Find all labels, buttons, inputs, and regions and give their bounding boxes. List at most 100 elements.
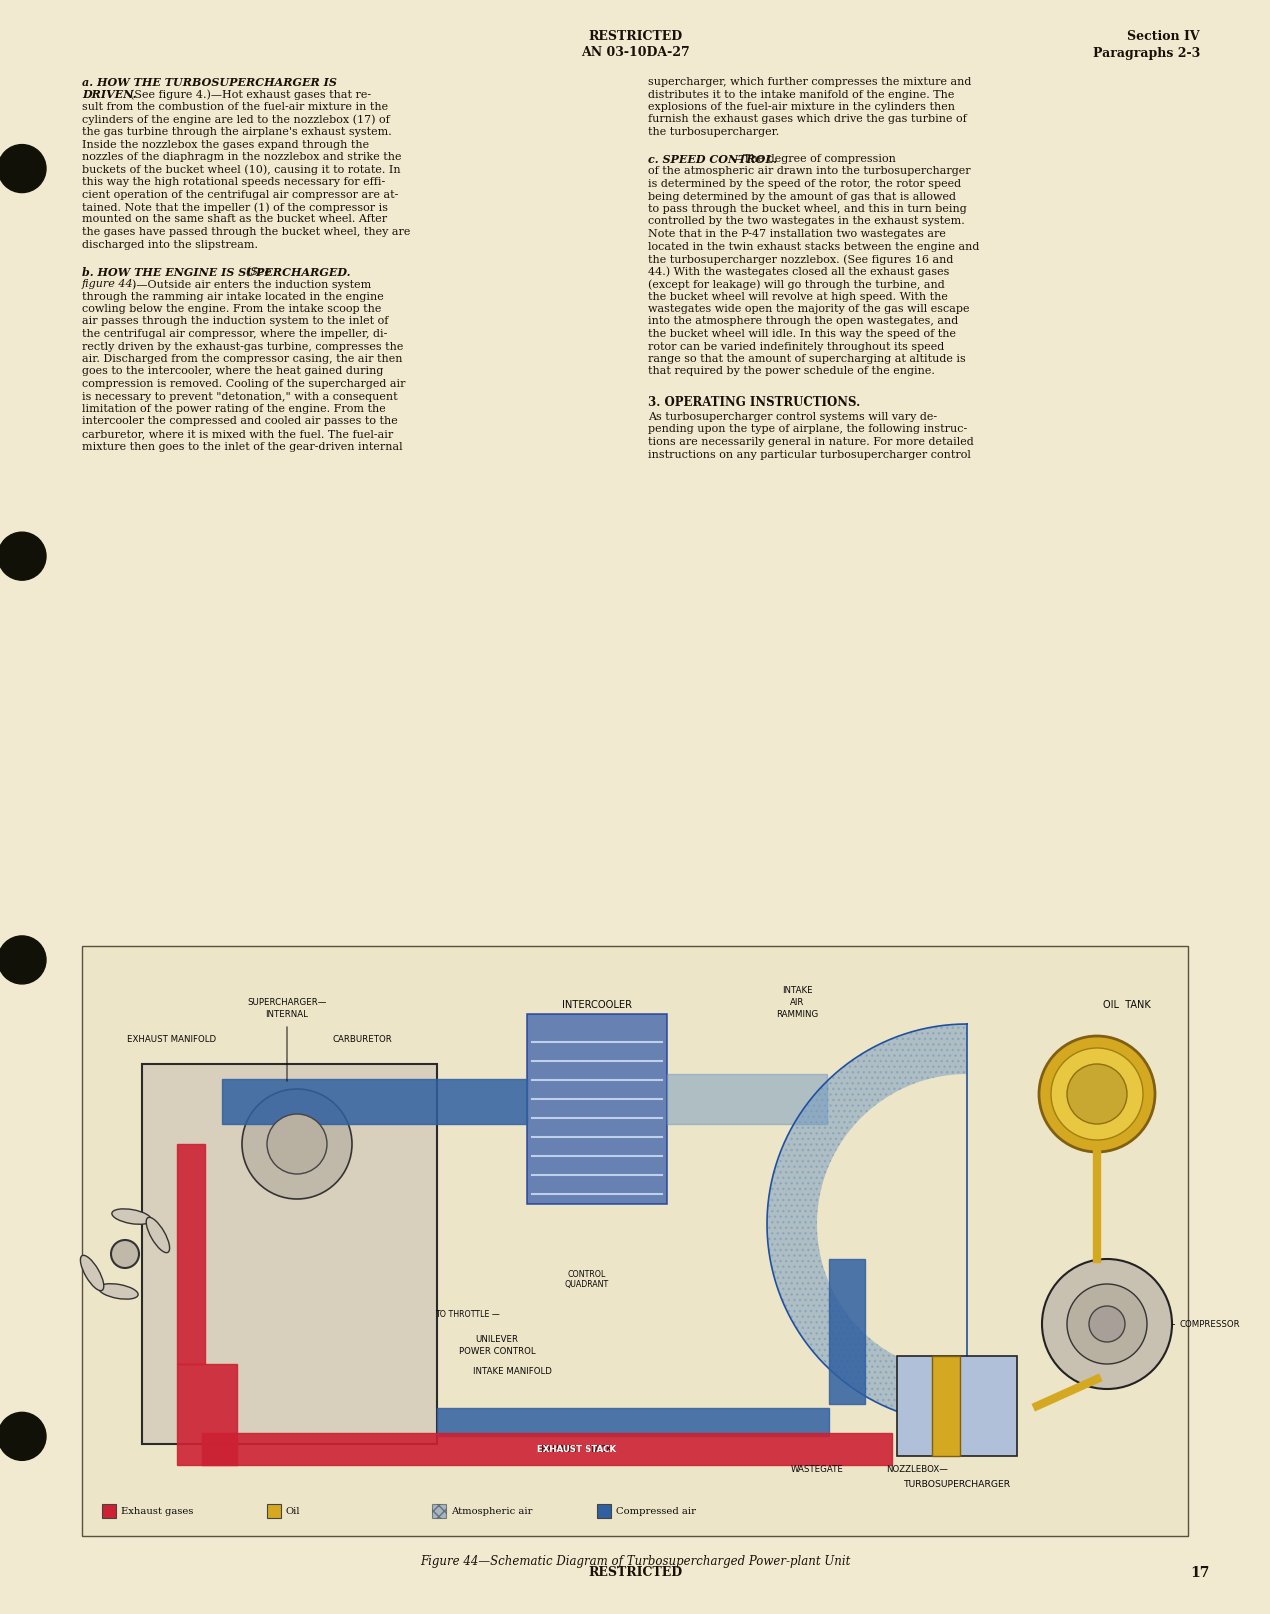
Text: INTAKE MANIFOLD: INTAKE MANIFOLD <box>472 1367 551 1375</box>
Text: EXHAUST MANIFOLD: EXHAUST MANIFOLD <box>127 1035 217 1044</box>
Text: discharged into the slipstream.: discharged into the slipstream. <box>83 239 258 249</box>
Text: RESTRICTED: RESTRICTED <box>588 1566 682 1578</box>
Text: intercooler the compressed and cooled air passes to the: intercooler the compressed and cooled ai… <box>83 416 398 426</box>
Bar <box>202 1433 892 1466</box>
Text: distributes it to the intake manifold of the engine. The: distributes it to the intake manifold of… <box>648 89 954 100</box>
Circle shape <box>1041 1259 1172 1390</box>
Circle shape <box>1088 1306 1125 1343</box>
Text: 44.) With the wastegates closed all the exhaust gases: 44.) With the wastegates closed all the … <box>648 266 950 278</box>
Text: the turbosupercharger.: the turbosupercharger. <box>648 128 780 137</box>
Text: Oil: Oil <box>286 1506 301 1516</box>
Text: range so that the amount of supercharging at altitude is: range so that the amount of superchargin… <box>648 353 965 363</box>
Text: the centrifugal air compressor, where the impeller, di-: the centrifugal air compressor, where th… <box>83 329 387 339</box>
Text: the gas turbine through the airplane's exhaust system.: the gas turbine through the airplane's e… <box>83 128 391 137</box>
Bar <box>437 1407 829 1436</box>
Polygon shape <box>767 1025 966 1424</box>
Text: limitation of the power rating of the engine. From the: limitation of the power rating of the en… <box>83 404 386 413</box>
Circle shape <box>0 533 46 581</box>
Circle shape <box>1067 1064 1126 1125</box>
Text: supercharger, which further compresses the mixture and: supercharger, which further compresses t… <box>648 77 972 87</box>
Text: AN 03-10DA-27: AN 03-10DA-27 <box>580 47 690 60</box>
Circle shape <box>0 936 46 985</box>
Text: figure 44.: figure 44. <box>83 279 137 289</box>
Ellipse shape <box>112 1209 151 1225</box>
Text: As turbosupercharger control systems will vary de-: As turbosupercharger control systems wil… <box>648 412 937 421</box>
Text: (See: (See <box>85 266 272 276</box>
Text: c. SPEED CONTROL.: c. SPEED CONTROL. <box>648 153 777 165</box>
Circle shape <box>0 1412 46 1461</box>
Text: CONTROL: CONTROL <box>568 1270 606 1278</box>
Text: tions are necessarily general in nature. For more detailed: tions are necessarily general in nature.… <box>648 437 974 447</box>
Text: cient operation of the centrifugal air compressor are at-: cient operation of the centrifugal air c… <box>83 189 399 200</box>
Text: a. HOW THE TURBOSUPERCHARGER IS: a. HOW THE TURBOSUPERCHARGER IS <box>83 77 337 87</box>
Text: SUPERCHARGER—: SUPERCHARGER— <box>248 997 326 1007</box>
Text: the gases have passed through the bucket wheel, they are: the gases have passed through the bucket… <box>83 228 410 237</box>
Bar <box>83 946 1187 1537</box>
Bar <box>667 1075 827 1125</box>
Text: Paragraphs 2-3: Paragraphs 2-3 <box>1092 47 1200 60</box>
Text: mounted on the same shaft as the bucket wheel. After: mounted on the same shaft as the bucket … <box>83 215 387 224</box>
Text: located in the twin exhaust stacks between the engine and: located in the twin exhaust stacks betwe… <box>648 242 979 252</box>
Bar <box>102 1504 116 1519</box>
Bar <box>597 1504 611 1519</box>
Text: POWER CONTROL: POWER CONTROL <box>458 1346 536 1356</box>
Text: DRIVEN.: DRIVEN. <box>83 89 136 100</box>
Bar <box>897 1356 1017 1456</box>
Text: (except for leakage) will go through the turbine, and: (except for leakage) will go through the… <box>648 279 945 289</box>
Bar <box>222 1080 527 1125</box>
Text: the bucket wheel will idle. In this way the speed of the: the bucket wheel will idle. In this way … <box>648 329 956 339</box>
Text: goes to the intercooler, where the heat gained during: goes to the intercooler, where the heat … <box>83 366 384 376</box>
Text: pending upon the type of airplane, the following instruc-: pending upon the type of airplane, the f… <box>648 424 968 434</box>
Text: NOZZLEBOX—: NOZZLEBOX— <box>886 1464 947 1474</box>
Text: INTERNAL: INTERNAL <box>265 1010 309 1018</box>
Bar <box>267 1504 281 1519</box>
Bar <box>177 1364 237 1466</box>
Text: EXHAUST STACK: EXHAUST STACK <box>541 1445 612 1454</box>
Text: carburetor, where it is mixed with the fuel. The fuel-air: carburetor, where it is mixed with the f… <box>83 429 394 439</box>
Text: the turbosupercharger nozzlebox. (See figures 16 and: the turbosupercharger nozzlebox. (See fi… <box>648 253 954 265</box>
Bar <box>527 1014 667 1204</box>
Circle shape <box>1052 1049 1143 1141</box>
Text: cowling below the engine. From the intake scoop the: cowling below the engine. From the intak… <box>83 303 381 313</box>
Text: RESTRICTED: RESTRICTED <box>588 31 682 44</box>
Ellipse shape <box>99 1283 138 1299</box>
Text: Section IV: Section IV <box>1128 31 1200 44</box>
Text: furnish the exhaust gases which drive the gas turbine of: furnish the exhaust gases which drive th… <box>648 115 966 124</box>
Text: controlled by the two wastegates in the exhaust system.: controlled by the two wastegates in the … <box>648 216 965 226</box>
Text: RAMMING: RAMMING <box>776 1010 818 1018</box>
Bar <box>142 1064 437 1445</box>
Text: Compressed air: Compressed air <box>616 1506 696 1516</box>
Text: instructions on any particular turbosupercharger control: instructions on any particular turbosupe… <box>648 449 970 460</box>
Text: that required by the power schedule of the engine.: that required by the power schedule of t… <box>648 366 935 376</box>
Text: Atmospheric air: Atmospheric air <box>451 1506 532 1516</box>
Text: TO THROTTLE —: TO THROTTLE — <box>434 1309 499 1319</box>
Ellipse shape <box>80 1256 104 1291</box>
Text: CARBURETOR: CARBURETOR <box>333 1035 392 1044</box>
Text: being determined by the amount of gas that is allowed: being determined by the amount of gas th… <box>648 192 956 202</box>
Text: AIR: AIR <box>790 997 804 1007</box>
Text: OIL  TANK: OIL TANK <box>1104 999 1151 1009</box>
Text: the bucket wheel will revolve at high speed. With the: the bucket wheel will revolve at high sp… <box>648 291 947 302</box>
Text: explosions of the fuel-air mixture in the cylinders then: explosions of the fuel-air mixture in th… <box>648 102 955 111</box>
Text: wastegates wide open the majority of the gas will escape: wastegates wide open the majority of the… <box>648 303 969 313</box>
Text: this way the high rotational speeds necessary for effi-: this way the high rotational speeds nece… <box>83 178 385 187</box>
Text: Inside the nozzlebox the gases expand through the: Inside the nozzlebox the gases expand th… <box>83 139 370 150</box>
Text: through the ramming air intake located in the engine: through the ramming air intake located i… <box>83 291 384 302</box>
Text: 17: 17 <box>1191 1566 1210 1578</box>
Circle shape <box>267 1114 326 1175</box>
Text: INTERCOOLER: INTERCOOLER <box>563 999 632 1009</box>
Circle shape <box>110 1240 138 1269</box>
Text: of the atmospheric air drawn into the turbosupercharger: of the atmospheric air drawn into the tu… <box>648 166 970 176</box>
Text: into the atmosphere through the open wastegates, and: into the atmosphere through the open was… <box>648 316 959 326</box>
Text: is determined by the speed of the rotor, the rotor speed: is determined by the speed of the rotor,… <box>648 179 961 189</box>
Bar <box>932 1356 960 1456</box>
Text: rectly driven by the exhaust-gas turbine, compresses the: rectly driven by the exhaust-gas turbine… <box>83 341 404 352</box>
Text: tained. Note that the impeller (1) of the compressor is: tained. Note that the impeller (1) of th… <box>83 202 389 213</box>
Text: —The degree of compression: —The degree of compression <box>732 153 895 165</box>
Bar <box>432 1504 446 1519</box>
Text: )—Outside air enters the induction system: )—Outside air enters the induction syste… <box>132 279 371 289</box>
Circle shape <box>1067 1285 1147 1364</box>
Text: mixture then goes to the inlet of the gear-driven internal: mixture then goes to the inlet of the ge… <box>83 441 403 452</box>
Circle shape <box>1039 1036 1154 1152</box>
Text: (See figure 4.)—Hot exhaust gases that re-: (See figure 4.)—Hot exhaust gases that r… <box>130 89 371 100</box>
